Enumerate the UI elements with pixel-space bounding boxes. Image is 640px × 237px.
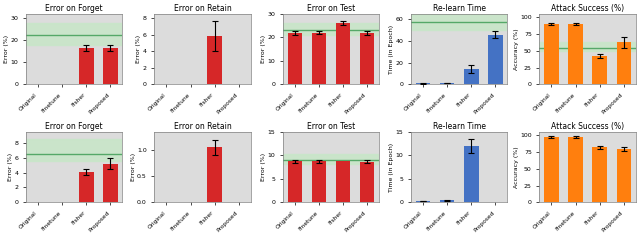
Title: Re-learn Time: Re-learn Time (433, 4, 486, 13)
Bar (593, 56, 607, 85)
Bar (416, 83, 430, 85)
Bar (312, 161, 326, 202)
Y-axis label: Error (%): Error (%) (261, 35, 266, 63)
Bar (616, 42, 631, 85)
Bar (207, 147, 222, 202)
Bar (26, 139, 122, 161)
Bar (103, 164, 118, 202)
Bar (440, 201, 454, 202)
Bar (312, 33, 326, 85)
Title: Re-learn Time: Re-learn Time (433, 122, 486, 131)
Bar (544, 24, 559, 85)
Title: Attack Success (%): Attack Success (%) (551, 122, 624, 131)
Bar (283, 154, 379, 164)
Title: Error on Forget: Error on Forget (45, 4, 103, 13)
Bar (79, 48, 93, 85)
Bar (540, 42, 636, 51)
Bar (464, 69, 479, 85)
Bar (568, 24, 583, 85)
Title: Attack Success (%): Attack Success (%) (551, 4, 624, 13)
Y-axis label: Error (%): Error (%) (4, 35, 9, 63)
Bar (26, 23, 122, 45)
Title: Error on Test: Error on Test (307, 122, 355, 131)
Title: Error on Test: Error on Test (307, 4, 355, 13)
Bar (411, 14, 508, 30)
Bar (283, 23, 379, 35)
Bar (440, 83, 454, 85)
Y-axis label: Accuracy (%): Accuracy (%) (514, 28, 519, 70)
Bar (207, 36, 222, 85)
Bar (103, 48, 118, 85)
Y-axis label: Error (%): Error (%) (131, 153, 136, 181)
Bar (568, 137, 583, 202)
Y-axis label: Time (in Epoch): Time (in Epoch) (389, 25, 394, 74)
Bar (360, 162, 374, 202)
Y-axis label: Error (%): Error (%) (261, 153, 266, 181)
Bar (488, 35, 502, 85)
Bar (287, 161, 302, 202)
Bar (544, 137, 559, 202)
Bar (287, 33, 302, 85)
Title: Error on Retain: Error on Retain (173, 4, 232, 13)
Bar (416, 201, 430, 202)
Bar (336, 161, 350, 202)
Bar (616, 149, 631, 202)
Bar (336, 23, 350, 85)
Title: Error on Retain: Error on Retain (173, 122, 232, 131)
Title: Error on Forget: Error on Forget (45, 122, 103, 131)
Bar (79, 172, 93, 202)
Bar (464, 146, 479, 202)
Y-axis label: Error (%): Error (%) (136, 35, 141, 63)
Bar (593, 147, 607, 202)
Y-axis label: Time (in Epoch): Time (in Epoch) (389, 142, 394, 191)
Bar (360, 33, 374, 85)
Y-axis label: Accuracy (%): Accuracy (%) (514, 146, 519, 188)
Y-axis label: Error (%): Error (%) (8, 153, 13, 181)
